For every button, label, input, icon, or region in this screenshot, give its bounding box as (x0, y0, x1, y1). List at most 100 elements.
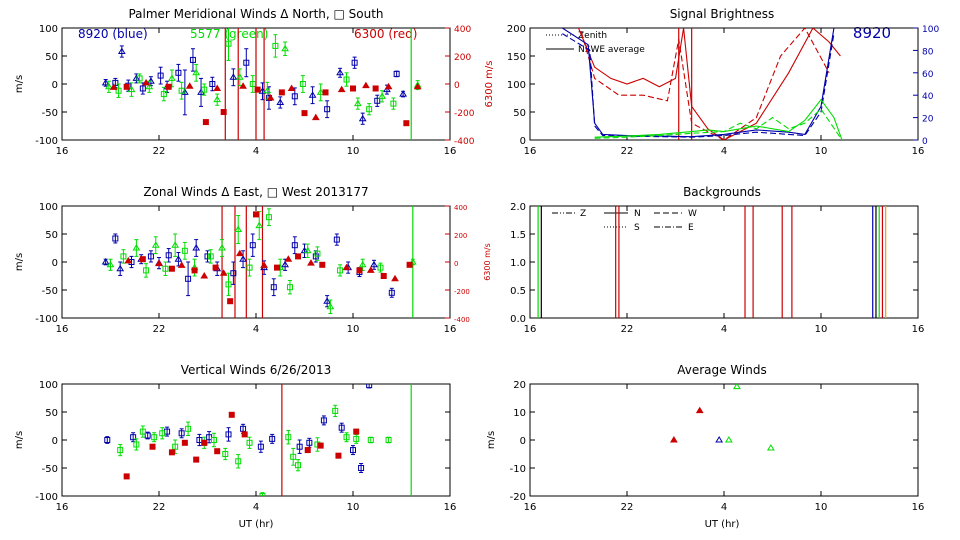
brightness-ytick-label: 50 (513, 108, 526, 119)
zonal-point-green (120, 253, 127, 260)
meridional-point-green (115, 87, 122, 94)
zonal-point-blue (333, 236, 340, 243)
zonal-ytick-label: 50 (45, 230, 58, 241)
meridional-point-red (142, 78, 150, 86)
average-title: Average Winds (677, 363, 767, 377)
vertical-ytick-label: 100 (39, 380, 58, 391)
brightness-series-blue-dashed (562, 33, 835, 138)
zonal-point-blue (370, 260, 378, 268)
meridional-point-red (350, 85, 356, 92)
brightness-xtick-label: 22 (621, 146, 634, 157)
zonal-point-red (191, 267, 198, 274)
vertical-point-green (385, 437, 392, 443)
zonal-point-green (286, 284, 293, 291)
vertical-point-green (332, 407, 339, 414)
zonal-point-red (406, 261, 413, 268)
vertical-xtick-label: 16 (444, 502, 457, 513)
average-xtick-label: 16 (524, 502, 537, 513)
backgrounds-xtick-label: 4 (721, 324, 727, 335)
meridional-point-green (127, 85, 136, 93)
zonal-point-green (151, 241, 160, 248)
zonal-point-red (177, 261, 186, 268)
meridional-point-green (281, 44, 289, 52)
backgrounds-title: Backgrounds (683, 185, 761, 199)
meridional-point-green (378, 92, 386, 99)
brightness-ytick-label: 200 (507, 24, 526, 35)
brightness-legend-zenith: Zenith (578, 31, 607, 41)
meridional-ytick-label: 50 (45, 52, 58, 63)
meridional-point-red (337, 85, 346, 93)
backgrounds-data-layer (537, 206, 887, 318)
vertical-ytick-label: 50 (45, 408, 58, 419)
meridional-point-red (213, 84, 222, 91)
meridional-point-green (235, 73, 244, 80)
backgrounds-plot-frame (529, 205, 919, 319)
meridional-point-red (123, 83, 130, 90)
zonal-point-blue (239, 255, 247, 262)
zonal-point-blue (204, 253, 211, 260)
brightness-y2tick-label: 0 (922, 137, 928, 147)
vertical-point-blue (240, 425, 247, 432)
zonal-point-green (132, 244, 141, 251)
meridional-point-red (266, 94, 275, 101)
zonal-y2label: 6300 m/s (483, 243, 492, 281)
zonal-point-green (246, 264, 253, 271)
meridional-point-blue (117, 47, 126, 55)
vertical-point-blue (269, 435, 276, 442)
backgrounds-ytick-label: 2.0 (510, 202, 526, 213)
vertical-point-green (159, 430, 166, 437)
vertical-point-green (117, 447, 124, 454)
zonal-point-green (408, 258, 417, 265)
meridional-point-red (301, 110, 308, 117)
zonal-xtick-label: 16 (444, 324, 457, 335)
meridional-point-blue (258, 87, 267, 94)
meridional-point-green (105, 82, 113, 90)
zonal-point-red (124, 256, 133, 264)
average-point-blue (715, 436, 724, 443)
meridional-annotation-green: 5577 (green) (190, 27, 268, 41)
vertical-point-red (201, 439, 208, 446)
meridional-point-red (202, 119, 209, 126)
meridional-point-green (316, 88, 325, 95)
meridional-ylabel: m/s (14, 75, 25, 93)
zonal-ytick-label: 0 (52, 258, 58, 269)
vertical-point-red (241, 431, 248, 438)
meridional-point-blue (180, 88, 189, 95)
meridional-y2label: 6300 m/s (484, 61, 495, 108)
zonal-ytick-label: -100 (35, 314, 58, 325)
meridional-point-green (168, 74, 176, 81)
zonal-point-green (326, 302, 335, 310)
meridional-point-green (366, 106, 373, 113)
vertical-point-green (343, 434, 350, 441)
zonal-point-green (358, 260, 367, 268)
meridional-point-green (390, 100, 397, 107)
zonal-point-blue (192, 244, 201, 251)
backgrounds-xtick-label: 10 (815, 324, 828, 335)
meridional-annotation-red: 6300 (red) (354, 27, 417, 41)
meridional-point-green (343, 76, 350, 83)
meridional-point-green (145, 82, 154, 90)
vertical-point-green (290, 453, 297, 460)
meridional-point-green (299, 81, 306, 87)
brightness-series-blue-solid (562, 28, 835, 138)
backgrounds-panel: Backgrounds Z N W S E 16 22 4 10 16 2.0 1.5 1.0… (510, 185, 924, 335)
backgrounds-ytick-label: 0.5 (510, 286, 526, 297)
zonal-point-green (181, 247, 188, 254)
vertical-point-red (228, 411, 235, 418)
meridional-y2tick-label: 400 (454, 25, 471, 35)
vertical-point-red (168, 449, 175, 456)
vertical-point-blue (366, 384, 373, 389)
vertical-point-green (210, 437, 217, 443)
meridional-point-green (225, 40, 232, 47)
average-xtick-label: 4 (721, 502, 727, 513)
meridional-point-blue (139, 85, 146, 92)
vertical-point-blue (144, 432, 151, 439)
meridional-y2tick-label: 200 (454, 53, 471, 63)
brightness-y2tick-label: 20 (922, 115, 934, 125)
vertical-xtick-label: 10 (347, 502, 360, 513)
zonal-point-blue (230, 270, 237, 277)
meridional-point-red (322, 89, 329, 96)
zonal-point-red (155, 259, 163, 267)
zonal-point-green (207, 253, 214, 260)
average-plot-frame (529, 383, 919, 497)
